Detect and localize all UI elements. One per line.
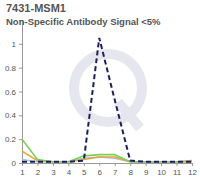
x-tick-label: 10 (157, 168, 166, 177)
series-line (22, 38, 192, 162)
y-axis-line (19, 21, 23, 164)
x-tick-mark (37, 163, 38, 166)
y-axis: 0 0.2 0.4 0.6 0.8 1 (5, 21, 23, 169)
title: 7431-MSM1 (6, 2, 66, 14)
y-tick: 0.2 (5, 135, 22, 144)
y-tick: 0.6 (5, 88, 22, 97)
y-tick: 0 (12, 159, 22, 168)
y-tick-label: 1 (12, 40, 17, 49)
x-tick-label: 9 (144, 168, 149, 177)
y-tick-label: 0.2 (5, 135, 17, 144)
x-tick: 1 (20, 163, 25, 177)
x-tick-label: 1 (20, 168, 25, 177)
y-tick-mark (19, 163, 22, 164)
x-tick: 12 (188, 163, 197, 177)
y-tick-mark (19, 139, 22, 140)
series-line (22, 139, 192, 162)
x-tick-mark (130, 163, 131, 166)
x-tick-label: 4 (67, 168, 72, 177)
x-tick-label: 6 (98, 168, 103, 177)
y-tick: 1 (12, 40, 22, 49)
x-tick: 5 (82, 163, 87, 177)
subtitle: Non-Specific Antibody Signal <5% (6, 16, 161, 27)
x-tick-label: 11 (173, 168, 182, 177)
x-tick-label: 7 (113, 168, 118, 177)
y-tick: 0.8 (5, 64, 22, 73)
chart: 12345678910111200.20.40.60.817431-MSM1No… (0, 0, 200, 181)
x-tick: 9 (144, 163, 149, 177)
y-tick-mark (19, 44, 22, 45)
watermark (74, 54, 142, 128)
x-tick-mark (53, 163, 54, 166)
x-tick-mark (68, 163, 69, 166)
x-tick-mark (115, 163, 116, 166)
x-tick: 2 (36, 163, 41, 177)
x-axis-line (23, 164, 193, 167)
x-tick-mark (161, 163, 162, 166)
x-tick-mark (99, 163, 100, 166)
x-tick-label: 2 (36, 168, 41, 177)
y-tick-mark (19, 92, 22, 93)
y-tick-label: 0.4 (5, 111, 17, 120)
y-tick-label: 0.6 (5, 88, 17, 97)
x-tick: 4 (67, 163, 72, 177)
x-tick: 6 (98, 163, 103, 177)
x-tick: 11 (173, 163, 182, 177)
x-tick-label: 5 (82, 168, 87, 177)
y-tick-mark (19, 115, 22, 116)
y-tick: 0.4 (5, 111, 22, 120)
x-tick: 7 (113, 163, 118, 177)
x-tick: 3 (51, 163, 56, 177)
x-axis: 123456789101112 (20, 163, 197, 177)
x-tick-label: 12 (188, 168, 197, 177)
plot-area (22, 38, 192, 162)
x-tick-label: 3 (51, 168, 56, 177)
x-tick-mark (192, 163, 193, 166)
y-tick-label: 0.8 (5, 64, 17, 73)
x-tick-mark (84, 163, 85, 166)
x-tick-mark (146, 163, 147, 166)
x-tick-label: 8 (128, 168, 133, 177)
x-tick: 10 (157, 163, 166, 177)
x-tick-mark (177, 163, 178, 166)
y-tick-label: 0 (12, 159, 17, 168)
y-tick-mark (19, 68, 22, 69)
x-tick: 8 (128, 163, 133, 177)
